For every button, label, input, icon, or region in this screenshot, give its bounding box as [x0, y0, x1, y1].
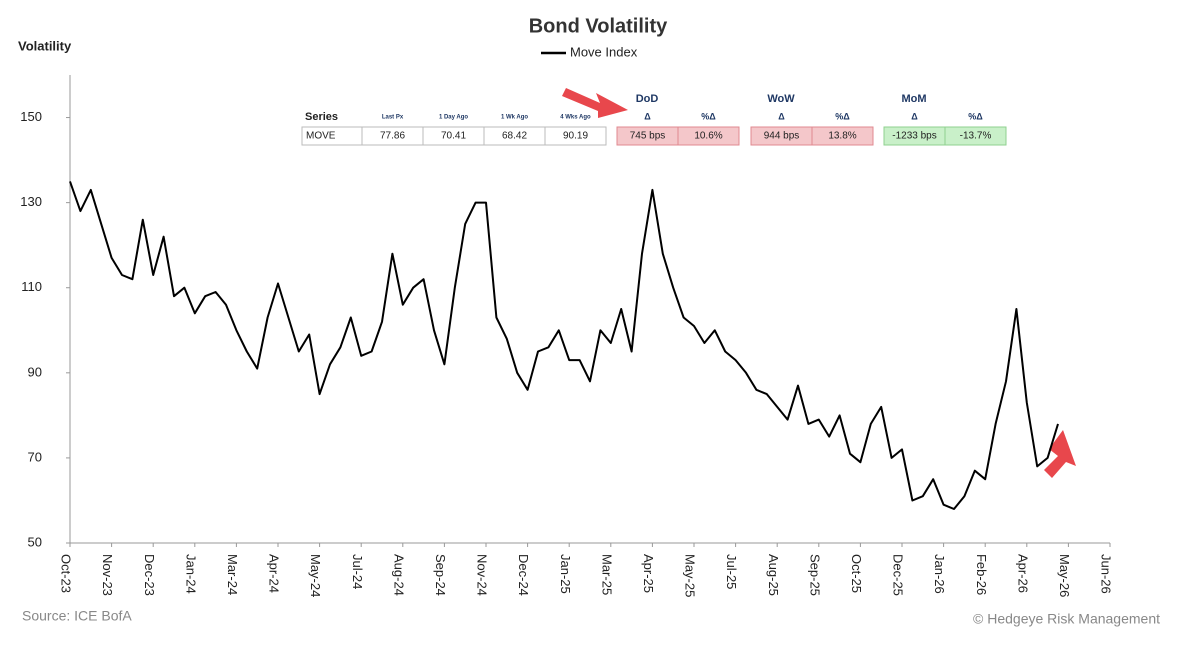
x-tick-label: Nov-23	[100, 554, 115, 596]
x-tick-label: Jan-25	[558, 554, 573, 594]
x-tick-label: May-25	[683, 554, 698, 597]
table-header: %Δ	[701, 111, 716, 121]
x-tick-label: Dec-25	[891, 554, 906, 596]
table-cell-text: 13.8%	[828, 131, 856, 142]
line-series	[69, 181, 1059, 510]
table-cell-text: 70.41	[441, 131, 466, 142]
y-tick-label: 90	[28, 364, 42, 379]
x-tick-label: Oct-23	[59, 554, 74, 593]
table-cell-text: MOVE	[306, 131, 336, 142]
table-cell-text: 77.86	[380, 131, 405, 142]
x-tick-label: Apr-24	[267, 554, 282, 593]
x-tick-label: Jul-25	[724, 554, 739, 589]
y-tick-label: 110	[21, 279, 42, 294]
table-cell-text: 90.19	[563, 131, 588, 142]
x-tick-label: Jan-26	[932, 554, 947, 594]
y-axis-label: Volatility	[18, 38, 72, 53]
legend-label: Move Index	[570, 44, 638, 59]
table-cell-text: -1233 bps	[892, 131, 936, 142]
table-cell-text: 745 bps	[630, 131, 666, 142]
table-header: Last Px	[382, 115, 404, 121]
x-tick-label: Jan-24	[183, 554, 198, 594]
x-tick-label: May-26	[1057, 554, 1072, 597]
x-tick-label: Dec-23	[142, 554, 157, 596]
credit: © Hedgeye Risk Management	[973, 611, 1160, 627]
table-cell-text: 10.6%	[694, 131, 722, 142]
table-cell-text: 68.42	[502, 131, 527, 142]
x-tick-label: Aug-25	[766, 554, 781, 596]
table-header: Δ	[911, 111, 918, 121]
x-tick-label: Sep-25	[807, 554, 822, 596]
y-tick-label: 50	[28, 534, 42, 549]
arrow	[1044, 430, 1076, 478]
x-tick-label: Nov-24	[475, 554, 490, 596]
group-label: MoM	[901, 93, 926, 105]
x-tick-label: Aug-24	[391, 554, 406, 596]
table-header: Δ	[644, 111, 651, 121]
chart-title: Bond Volatility	[529, 15, 668, 37]
table-cell	[544, 126, 607, 146]
x-tick-label: Apr-25	[641, 554, 656, 593]
x-tick-label: Feb-26	[974, 554, 989, 595]
table-header: 1 Day Ago	[439, 115, 468, 121]
table-cell-text: 944 bps	[764, 131, 800, 142]
group-label: DoD	[636, 93, 659, 105]
x-tick-label: Dec-24	[516, 554, 531, 596]
arrow	[562, 88, 628, 118]
x-tick-label: Oct-25	[849, 554, 864, 593]
table-header: %Δ	[835, 111, 850, 121]
table-cell	[677, 126, 740, 146]
y-tick-label: 70	[28, 449, 42, 464]
x-tick-label: May-24	[308, 554, 323, 597]
table-header: Series	[305, 111, 338, 123]
x-tick-label: Jun-26	[1099, 554, 1114, 594]
x-tick-label: Apr-26	[1015, 554, 1030, 593]
x-tick-label: Sep-24	[433, 554, 448, 596]
x-tick-label: Mar-24	[225, 554, 240, 595]
y-tick-label: 150	[20, 109, 42, 124]
y-tick-label: 130	[20, 194, 42, 209]
group-label: WoW	[767, 93, 795, 105]
x-tick-label: Jul-24	[350, 554, 365, 589]
table-cell	[944, 126, 1007, 146]
table-header: %Δ	[968, 111, 983, 121]
table-header: 4 Wks Ago	[560, 115, 591, 121]
table-cell-text: -13.7%	[960, 131, 992, 142]
x-tick-label: Mar-25	[599, 554, 614, 595]
source: Source: ICE BofA	[22, 608, 132, 624]
table-header: Δ	[778, 111, 785, 121]
table-cell	[811, 126, 874, 146]
table-header: 1 Wk Ago	[501, 115, 528, 121]
